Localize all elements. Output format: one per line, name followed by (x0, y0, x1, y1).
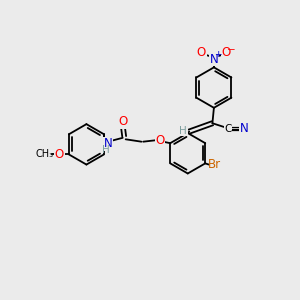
Text: N: N (240, 122, 249, 135)
Text: N: N (209, 52, 218, 66)
Text: +: + (214, 50, 222, 59)
Text: O: O (155, 134, 164, 147)
Text: O: O (197, 46, 206, 59)
Text: CH₃: CH₃ (35, 149, 54, 160)
Text: −: − (227, 44, 236, 55)
Text: O: O (222, 46, 231, 59)
Text: H: H (102, 145, 109, 155)
Text: Br: Br (208, 158, 221, 171)
Text: N: N (103, 137, 112, 150)
Text: H: H (179, 126, 187, 136)
Text: O: O (118, 115, 127, 128)
Text: C: C (224, 124, 232, 134)
Text: O: O (55, 148, 64, 161)
